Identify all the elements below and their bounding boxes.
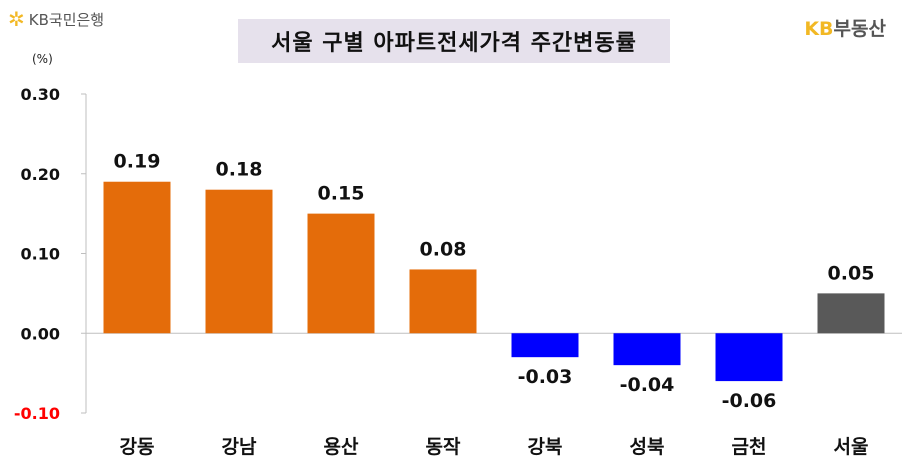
bar xyxy=(103,181,171,334)
data-label: 0.08 xyxy=(420,238,467,260)
brand-kb-text: KB xyxy=(804,18,834,40)
x-tick-label: 금천 xyxy=(732,436,767,458)
data-label: 0.05 xyxy=(828,262,875,284)
x-tick-label: 서울 xyxy=(834,436,869,458)
x-tick-label: 동작 xyxy=(426,436,461,458)
y-tick-label: 0.00 xyxy=(21,324,60,343)
x-tick-label: 강동 xyxy=(120,436,155,458)
brand-name-text: 부동산 xyxy=(833,18,886,40)
bar xyxy=(715,333,783,382)
x-tick-label: 용산 xyxy=(324,436,359,458)
y-tick-label: -0.10 xyxy=(14,404,60,423)
chart-title: 서울 구별 아파트전세가격 주간변동률 xyxy=(238,19,670,63)
kb-star-icon: ✲ xyxy=(8,7,25,31)
y-tick-label: 0.30 xyxy=(21,85,60,104)
x-tick-label: 성북 xyxy=(630,436,665,458)
bar xyxy=(409,269,477,334)
data-label: -0.04 xyxy=(620,374,675,396)
y-tick-label: 0.20 xyxy=(21,165,60,184)
kb-real-estate-brand: KB부동산 xyxy=(804,14,886,41)
kb-bank-logo-text: KB국민은행 xyxy=(28,10,105,29)
bar xyxy=(205,189,273,334)
data-label: -0.06 xyxy=(722,390,777,412)
bar xyxy=(307,213,375,334)
kb-bank-logo: ✲ KB국민은행 xyxy=(8,8,104,30)
bar xyxy=(817,293,885,334)
data-label: 0.18 xyxy=(216,159,263,181)
x-tick-label: 강남 xyxy=(222,436,257,458)
bar xyxy=(613,333,681,366)
y-tick-label: 0.10 xyxy=(21,245,60,264)
data-label: 0.19 xyxy=(114,151,161,173)
bar xyxy=(511,333,579,358)
data-label: -0.03 xyxy=(518,366,573,388)
y-axis-unit: (%) xyxy=(32,52,53,66)
x-tick-label: 강북 xyxy=(528,436,563,458)
data-label: 0.15 xyxy=(318,183,365,205)
